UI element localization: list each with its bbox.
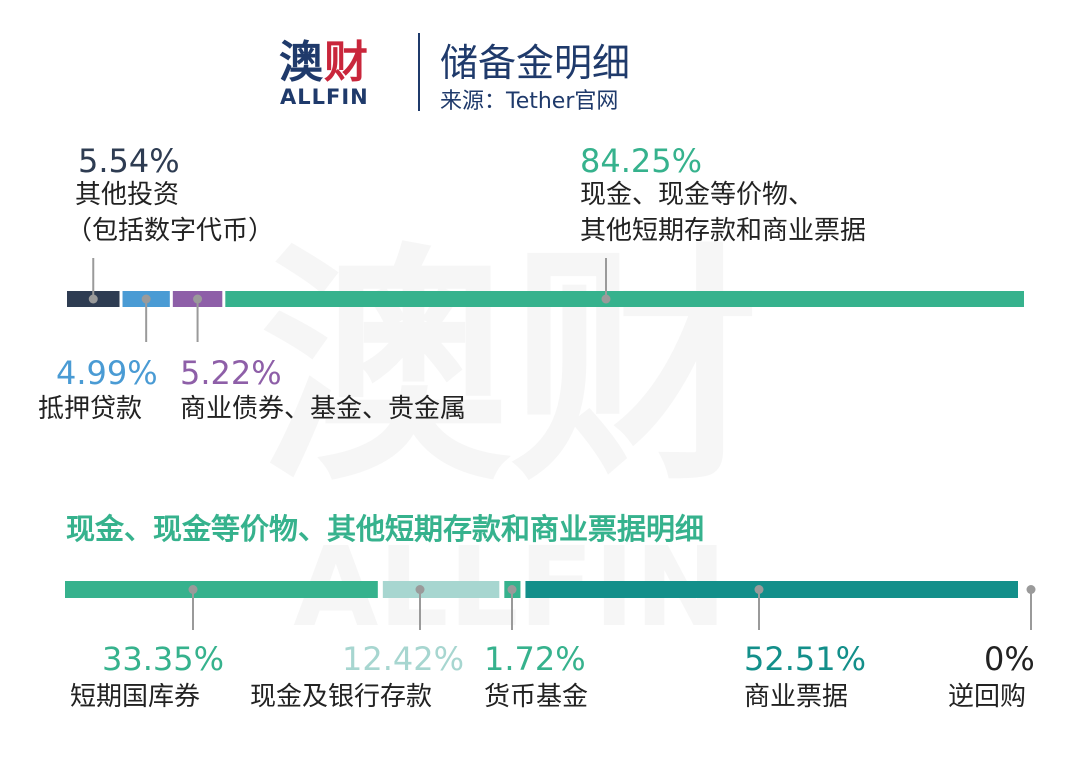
pct-label-commercial-paper: 52.51% <box>744 640 867 678</box>
logo-char-1: 澳 <box>279 37 324 88</box>
label-commercial-paper: 商业票据 <box>744 682 849 712</box>
cash-detail-bar-group <box>65 581 1036 630</box>
pct-label-other-investments: 5.54% <box>78 142 180 180</box>
page-title: 储备金明细 <box>440 41 631 85</box>
pct-label-corporate-bonds: 5.22% <box>180 354 282 392</box>
pct-label-cash-equivalents: 84.25% <box>580 142 703 180</box>
pct-label-treasury-bills: 33.35% <box>102 640 225 678</box>
bar-segment-treasury-bills <box>65 581 378 598</box>
pct-label-money-market-funds: 1.72% <box>484 640 586 678</box>
logo-english: ALLFIN <box>280 85 369 109</box>
label-bank-deposits: 现金及银行存款 <box>250 682 433 712</box>
leader-dot-secured-loans <box>141 294 151 304</box>
bar-segment-bank-deposits <box>382 581 500 598</box>
label-treasury-bills: 短期国库券 <box>70 682 201 712</box>
label-secured-loans: 抵押贷款 <box>38 394 143 424</box>
pct-label-bank-deposits: 12.42% <box>342 640 465 678</box>
label-other-investments-1: 其他投资 <box>75 180 180 210</box>
pct-label-secured-loans: 4.99% <box>56 354 158 392</box>
leader-dot-commercial-paper <box>754 585 764 594</box>
logo-divider <box>418 33 420 111</box>
leader-dot-treasury-bills <box>188 585 198 594</box>
pct-label-reverse-repo: 0% <box>984 640 1035 678</box>
bar-segment-cash-equivalents <box>225 291 1024 307</box>
detail-chart-title: 现金、现金等价物、其他短期存款和商业票据明细 <box>66 512 705 546</box>
leader-dot-other-investments <box>88 294 98 304</box>
logo-char-2: 财 <box>324 37 369 88</box>
leader-dot-cash-equivalents <box>601 294 611 304</box>
label-money-market-funds: 货币基金 <box>484 682 589 712</box>
source-text: 来源：Tether官网 <box>440 89 619 114</box>
label-reverse-repo: 逆回购 <box>948 682 1027 712</box>
bar-segment-commercial-paper <box>525 581 1018 598</box>
label-other-investments-2: （包括数字代币） <box>66 216 275 246</box>
label-corporate-bonds: 商业债券、基金、贵金属 <box>180 394 467 424</box>
leader-dot-reverse-repo <box>1026 585 1036 594</box>
leader-dot-money-market-funds <box>507 585 517 594</box>
reserve-bar-group <box>67 258 1024 342</box>
label-cash-equivalents-1: 现金、现金等价物、 <box>580 180 815 210</box>
label-cash-equivalents-2: 其他短期存款和商业票据 <box>580 216 867 246</box>
leader-dot-bank-deposits <box>415 585 425 594</box>
leader-dot-corporate-bonds <box>193 294 203 304</box>
logo-chinese: 澳财 <box>279 26 369 90</box>
